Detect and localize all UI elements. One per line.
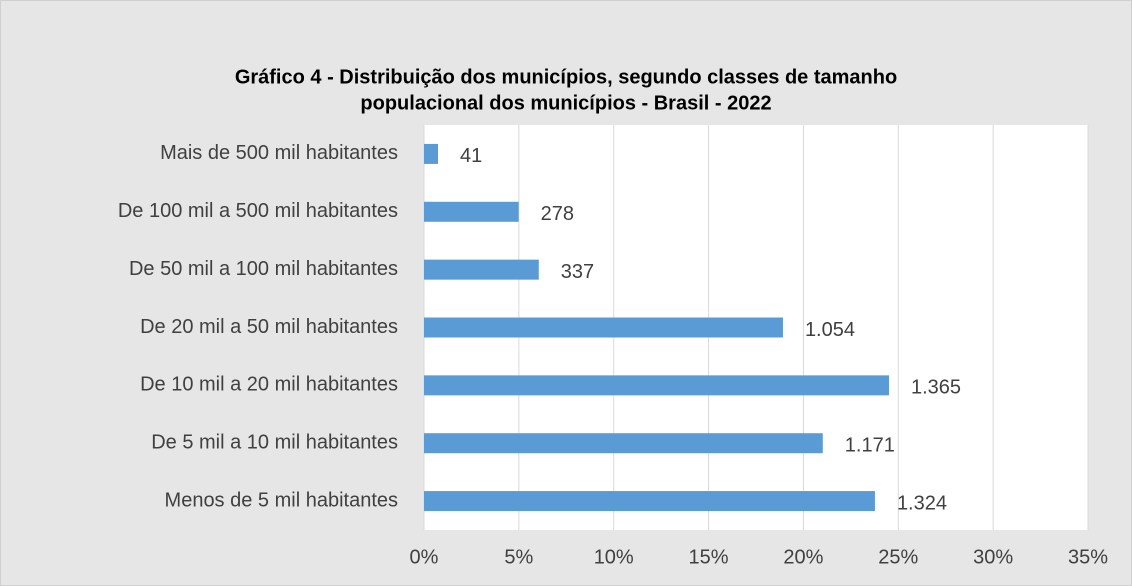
- x-tick-label: 10%: [594, 546, 634, 568]
- x-tick-label: 35%: [1068, 546, 1108, 568]
- data-label: 1.324: [897, 492, 947, 514]
- chart-title: populacional dos municípios - Brasil - 2…: [360, 92, 771, 114]
- x-tick-label: 15%: [689, 546, 729, 568]
- bar: [424, 491, 875, 512]
- x-tick-label: 20%: [783, 546, 823, 568]
- chart-title: Gráfico 4 - Distribuição dos municípios,…: [235, 66, 897, 88]
- y-tick-label: Menos de 5 mil habitantes: [165, 489, 398, 511]
- bar: [424, 143, 439, 164]
- data-label: 337: [561, 261, 594, 283]
- x-tick-label: 5%: [504, 546, 533, 568]
- bar: [424, 433, 823, 454]
- data-label: 1.171: [845, 434, 895, 456]
- data-label: 41: [460, 145, 482, 167]
- data-label: 1.054: [805, 319, 855, 341]
- y-tick-label: Mais de 500 mil habitantes: [160, 142, 398, 164]
- bar: [424, 317, 783, 338]
- y-tick-label: De 5 mil a 10 mil habitantes: [151, 431, 398, 453]
- bar: [424, 201, 519, 222]
- y-tick-label: De 50 mil a 100 mil habitantes: [129, 258, 398, 280]
- bar: [424, 375, 889, 396]
- x-tick-label: 0%: [410, 546, 439, 568]
- data-label: 278: [541, 203, 574, 225]
- data-label: 1.365: [911, 377, 961, 399]
- y-tick-label: De 20 mil a 50 mil habitantes: [140, 316, 398, 338]
- y-tick-label: De 100 mil a 500 mil habitantes: [118, 200, 398, 222]
- x-tick-label: 30%: [973, 546, 1013, 568]
- y-tick-label: De 10 mil a 20 mil habitantes: [140, 374, 398, 396]
- x-tick-label: 25%: [878, 546, 918, 568]
- bar: [424, 259, 539, 280]
